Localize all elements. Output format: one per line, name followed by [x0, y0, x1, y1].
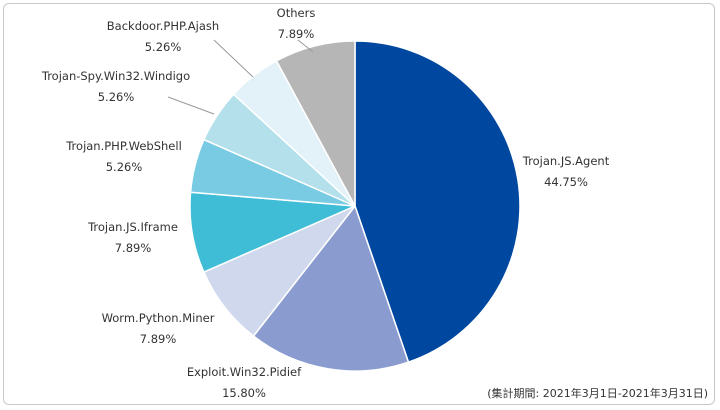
- slice-value-label: 5.26%: [145, 40, 182, 54]
- slice-label: Others: [277, 6, 316, 20]
- period-note: (集計期間: 2021年3月1日-2021年3月31日): [487, 386, 708, 400]
- slice-label: Backdoor.PHP.Ajash: [107, 19, 219, 33]
- slice-label: Trojan.PHP.WebShell: [65, 139, 182, 153]
- slice-value-label: 5.26%: [106, 160, 143, 174]
- slice-label: Exploit.Win32.Pidief: [187, 365, 302, 379]
- slice-label: Worm.Python.Miner: [102, 311, 215, 325]
- slice-label: Trojan.JS.Iframe: [87, 220, 178, 234]
- slice-value-label: 44.75%: [544, 175, 588, 189]
- leader-line: [297, 39, 314, 53]
- leader-line: [213, 39, 254, 78]
- leader-lines: [167, 39, 314, 115]
- slice-labels: Trojan.JS.Agent 44.75% Exploit.Win32.Pidie…: [41, 6, 610, 400]
- pie-slices: [189, 40, 521, 372]
- slice-value-label: 5.26%: [98, 90, 135, 104]
- pie-slice-others: [275, 40, 356, 207]
- pie-slice-exploit-win32-pidief: [252, 204, 410, 372]
- slice-value-label: 7.89%: [140, 332, 177, 346]
- slice-value-label: 15.80%: [222, 386, 266, 400]
- slice-value-label: 7.89%: [278, 27, 315, 41]
- leader-line: [167, 96, 215, 115]
- slice-label: Trojan-Spy.Win32.Windigo: [41, 69, 190, 83]
- pie-slice-trojan-js-agent: [354, 40, 521, 364]
- slice-label: Trojan.JS.Agent: [522, 154, 610, 168]
- slice-value-label: 7.89%: [115, 241, 152, 255]
